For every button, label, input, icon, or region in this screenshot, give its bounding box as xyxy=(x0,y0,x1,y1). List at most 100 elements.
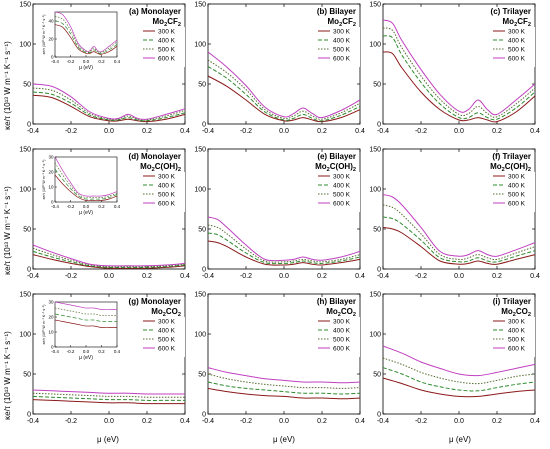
y-tick-label: 100 xyxy=(369,332,381,339)
x-tick-label: -0.2 xyxy=(65,128,77,135)
legend-label: 600 K xyxy=(158,56,176,63)
legend-label: 600 K xyxy=(333,56,351,63)
inset-x-tick-label: 0.2 xyxy=(98,349,105,354)
x-tick-label: -0.4 xyxy=(27,273,39,280)
series-line-500k xyxy=(207,224,361,263)
x-tick-label: 0.2 xyxy=(142,418,152,425)
inset-y-tick-label: 20 xyxy=(48,37,54,42)
x-tick-label: 0.0 xyxy=(279,418,289,425)
x-tick-label: 0.4 xyxy=(180,418,190,425)
x-tick-label: -0.4 xyxy=(27,418,39,425)
legend-label: 400 K xyxy=(333,183,351,190)
inset-x-tick-label: 0.4 xyxy=(114,204,121,209)
series-line-600k xyxy=(207,51,361,119)
legend-box xyxy=(141,27,185,67)
series-line-400k xyxy=(32,91,186,122)
material-label: Mo2CO2 xyxy=(326,307,356,318)
x-tick-label: -0.4 xyxy=(202,418,214,425)
legend-label: 300 K xyxy=(158,29,176,36)
legend-label: 500 K xyxy=(158,47,176,54)
y-tick-label: 50 xyxy=(373,372,381,379)
series-line-400k xyxy=(32,250,186,269)
legend-label: 300 K xyxy=(508,174,526,181)
legend-label: 400 K xyxy=(508,38,526,45)
inset-x-axis-label: μ (eV) xyxy=(79,355,93,361)
panel-e: -0.4 -0.2 0.0 0.2 0.4 0 50 100 150 (e) BilayerMo2… xyxy=(194,147,365,281)
x-tick-label: 0.2 xyxy=(492,418,502,425)
y-tick-label: 50 xyxy=(373,82,381,89)
x-tick-label: 0.0 xyxy=(454,128,464,135)
x-tick-label: 0.4 xyxy=(180,128,190,135)
legend-box xyxy=(141,317,185,357)
inset-x-tick-label: 0.0 xyxy=(83,349,90,354)
inset-y-tick-label: 20 xyxy=(48,170,54,175)
x-tick-label: -0.2 xyxy=(415,273,427,280)
inset-series-line-400k xyxy=(54,20,118,54)
y-tick-label: 0 xyxy=(377,267,381,274)
y-tick-label: 150 xyxy=(369,2,381,9)
legend-box xyxy=(316,172,360,212)
y-tick-label: 100 xyxy=(194,42,206,49)
x-tick-label: -0.2 xyxy=(240,273,252,280)
inset-y-tick-label: 40 xyxy=(48,19,54,24)
series-line-400k xyxy=(382,216,536,263)
inset-series-line-300k xyxy=(54,24,118,55)
panel-label: (c) Trilayer xyxy=(491,7,531,16)
x-tick-label: 0.4 xyxy=(355,128,365,135)
x-tick-label: -0.2 xyxy=(65,418,77,425)
x-axis-label-col-1: μ (eV) xyxy=(97,435,119,444)
series-line-500k xyxy=(32,87,186,121)
legend-label: 300 K xyxy=(508,29,526,36)
legend-box xyxy=(316,27,360,67)
material-label: Mo2C(OH)2 xyxy=(140,162,181,173)
series-line-400k xyxy=(207,381,361,395)
inset-x-tick-label: -0.4 xyxy=(51,59,59,64)
inset-frame xyxy=(54,301,118,348)
series-line-300k xyxy=(382,377,536,398)
x-tick-label: -0.4 xyxy=(377,418,389,425)
series-line-500k xyxy=(382,27,536,118)
inset-x-tick-label: 0.4 xyxy=(114,349,121,354)
legend-label: 400 K xyxy=(333,328,351,335)
series-line-600k xyxy=(207,367,361,384)
inset-x-tick-label: 0.2 xyxy=(98,59,105,64)
inset-series-line-300k xyxy=(54,319,117,328)
inset-x-tick-label: -0.2 xyxy=(67,59,75,64)
legend-label: 600 K xyxy=(508,56,526,63)
inset-y-axis-label: κe/τ (10¹³ W m⁻¹ K⁻¹ s⁻¹) xyxy=(42,305,46,345)
legend-label: 600 K xyxy=(508,346,526,353)
legend-label: 400 K xyxy=(158,38,176,45)
y-tick-label: 0 xyxy=(202,267,206,274)
legend-label: 500 K xyxy=(333,192,351,199)
legend-label: 600 K xyxy=(333,346,351,353)
inset-series-line-400k xyxy=(54,168,118,200)
panel-a: -0.4 -0.2 0.0 0.2 0.4 0 50 100 150 (a) MonolayerM… xyxy=(19,2,190,136)
y-tick-label: 0 xyxy=(202,122,206,129)
series-line-300k xyxy=(207,240,361,266)
series-line-300k xyxy=(382,51,536,123)
y-tick-label: 50 xyxy=(198,82,206,89)
legend-label: 500 K xyxy=(508,192,526,199)
y-tick-label: 0 xyxy=(27,267,31,274)
y-tick-label: 50 xyxy=(23,82,31,89)
inset-x-tick-label: 0.4 xyxy=(114,59,121,64)
x-tick-label: -0.4 xyxy=(377,128,389,135)
x-tick-label: -0.2 xyxy=(240,128,252,135)
legend-label: 600 K xyxy=(158,346,176,353)
inset-x-axis-label: μ (eV) xyxy=(79,65,93,71)
inset-y-tick-label: 30 xyxy=(48,300,54,305)
x-tick-label: 0.4 xyxy=(530,418,540,425)
x-tick-label: 0.0 xyxy=(279,128,289,135)
panel-label: (f) Trilayer xyxy=(492,152,531,161)
series-line-500k xyxy=(382,357,536,385)
inset-y-tick-label: 0 xyxy=(51,345,54,350)
inset-y-axis-label: κe/τ (10¹³ W m⁻¹ K⁻¹ s⁻¹) xyxy=(42,15,46,55)
x-tick-label: 0.2 xyxy=(142,128,152,135)
inset-series-line-300k xyxy=(54,174,118,202)
legend-label: 300 K xyxy=(333,29,351,36)
series-line-600k xyxy=(32,244,186,267)
y-tick-label: 100 xyxy=(194,187,206,194)
series-line-500k xyxy=(32,247,186,268)
panel-c: -0.4 -0.2 0.0 0.2 0.4 0 50 100 150 (c) TrilayerMo… xyxy=(369,2,540,136)
panel-label: (h) Bilayer xyxy=(317,297,356,306)
